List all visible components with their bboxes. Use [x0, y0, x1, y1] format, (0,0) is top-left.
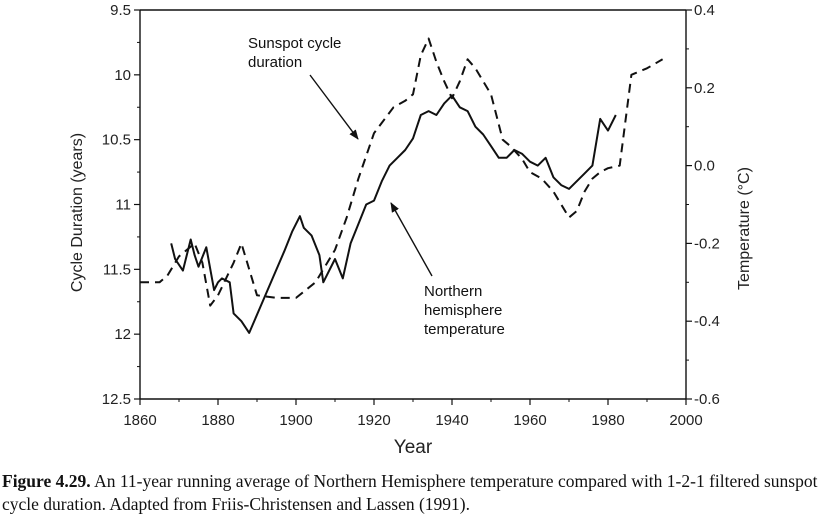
x-tick-label: 1980: [591, 412, 624, 429]
series-layer: [140, 37, 664, 334]
figure-caption-label: Figure 4.29.: [2, 471, 91, 491]
annotations: Sunspot cycle duration Northern hemisphere t…: [248, 35, 505, 338]
left-y-tick-label: 11.5: [103, 261, 131, 278]
figure-caption-text: An 11-year running average of Northern H…: [2, 471, 818, 514]
axes: 1860 1880 1900 1920 1940 1960 1980 2000 9.5 10 10.…: [102, 2, 720, 429]
right-y-tick-label: -0.2: [694, 235, 720, 252]
sunspot-annotation-text: Sunspot cycle: [248, 35, 341, 52]
left-y-tick-label: 10.5: [102, 132, 131, 149]
left-y-tick-label: 11: [115, 197, 131, 214]
right-y-tick-label: 0.0: [694, 158, 715, 175]
figure-caption: Figure 4.29. An 11-year running average …: [2, 470, 824, 516]
x-tick-label: 1900: [279, 412, 312, 429]
x-tick-label: 1880: [201, 412, 234, 429]
x-tick-label: 2000: [669, 412, 702, 429]
sunspot-series-line: [140, 37, 664, 307]
left-y-tick-label: 12: [114, 326, 131, 343]
chart: 1860 1880 1900 1920 1940 1960 1980 2000 9.5 10 10.…: [69, 2, 753, 458]
x-tick-label: 1940: [435, 412, 468, 429]
right-y-axis-title: Temperature (°C): [736, 167, 753, 290]
temperature-annotation-text: temperature: [424, 321, 505, 338]
temperature-annotation-arrow: [390, 202, 433, 277]
x-tick-label: 1860: [123, 412, 156, 429]
x-axis-title: Year: [394, 437, 433, 458]
right-y-tick-label: 0.2: [694, 80, 715, 97]
right-y-tick-label: -0.6: [694, 391, 720, 408]
temperature-annotation-text: hemisphere: [424, 302, 502, 319]
right-y-tick-label: -0.4: [694, 313, 720, 330]
sunspot-annotation-arrow: [309, 74, 359, 140]
temperature-series-line: [170, 94, 617, 334]
temperature-annotation-text: Northern: [424, 283, 482, 300]
x-tick-label: 1920: [357, 412, 390, 429]
right-y-tick-label: 0.4: [694, 2, 715, 19]
sunspot-annotation-text: duration: [248, 54, 302, 71]
x-tick-label: 1960: [513, 412, 546, 429]
left-y-axis-title: Cycle Duration (years): [69, 133, 86, 292]
left-y-tick-label: 9.5: [110, 2, 131, 19]
left-y-tick-label: 12.5: [102, 391, 131, 408]
left-y-tick-label: 10: [114, 67, 131, 84]
